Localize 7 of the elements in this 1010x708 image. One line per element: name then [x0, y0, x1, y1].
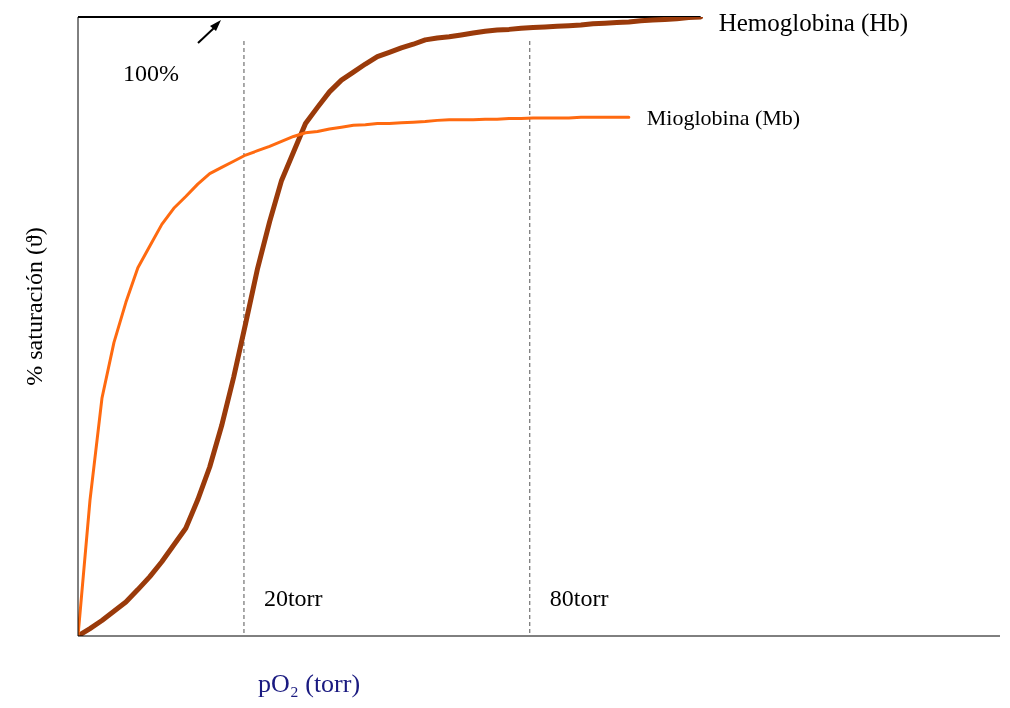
annotation: 100% — [123, 60, 179, 86]
x-axis-title: pO₂ (torr) — [257, 669, 361, 698]
annotation: 20torr — [263, 585, 323, 611]
y-axis-title: % saturación (ϑ) — [21, 227, 47, 386]
annotation: 80torr — [549, 585, 609, 611]
series-label: Mioglobina (Mb) — [646, 105, 801, 131]
series-label: Hemoglobina (Hb) — [718, 9, 909, 37]
